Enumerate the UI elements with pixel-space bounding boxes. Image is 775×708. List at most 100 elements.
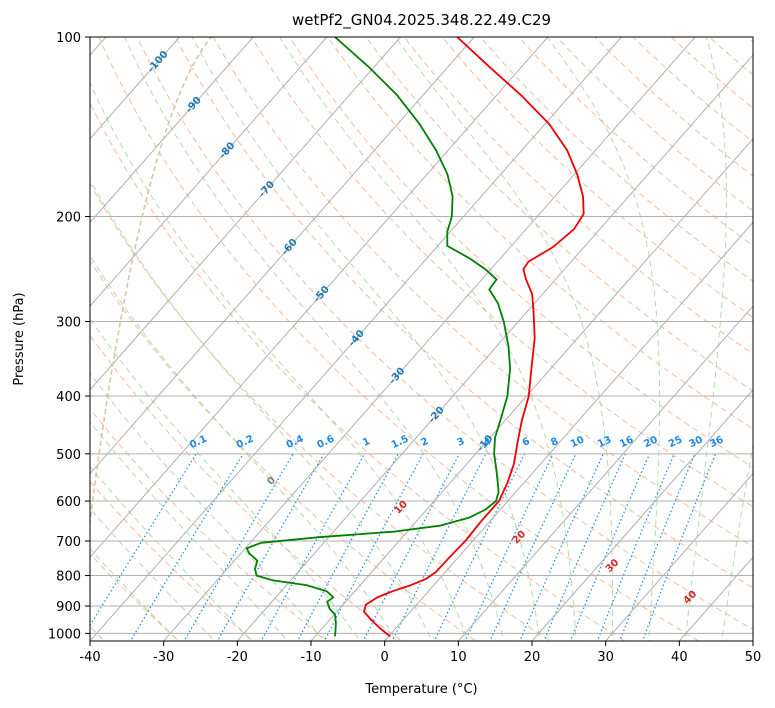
temperature-line <box>363 37 585 638</box>
isotherm-line <box>90 37 180 140</box>
x-tick-label: 40 <box>671 650 688 665</box>
moist-adiabat <box>191 37 541 641</box>
mixing-ratio-line <box>296 453 399 641</box>
mixing-ratio-line <box>619 453 696 641</box>
x-tick-label: 20 <box>524 650 541 665</box>
mixing-ratio-line <box>216 453 325 641</box>
dry-adiabat <box>517 37 753 247</box>
dry-adiabat <box>136 37 753 631</box>
mixing-ratio-line <box>596 453 675 641</box>
moist-adiabat <box>90 465 252 641</box>
moist-adiabat <box>90 318 361 641</box>
dry-adiabat <box>90 259 477 641</box>
dry-adiabat <box>90 334 403 641</box>
dry-adiabat <box>327 37 753 430</box>
x-tick-label: 50 <box>745 650 762 665</box>
isotherm-line <box>531 389 753 641</box>
plot-frame <box>89 36 754 642</box>
chart-title: wetPf2_GN04.2025.348.22.49.C29 <box>292 11 551 30</box>
x-tick-label: -30 <box>153 650 174 665</box>
mixing-ratio-label: 4 <box>482 436 493 449</box>
moist-adiabats <box>90 37 753 641</box>
moist-adiabat <box>279 37 577 641</box>
mixing-ratio-lines <box>90 453 717 641</box>
outer-dashed-curve <box>90 37 213 528</box>
x-tick-label: 0 <box>381 650 389 665</box>
axis-ticks: -40 -30 -20 -10 0 10 20 30 40 50 100 200 300 400 500 60… <box>48 31 761 665</box>
isotherm-line <box>384 221 753 641</box>
moist-adiabat <box>124 37 505 641</box>
mixing-ratio-line <box>260 453 366 641</box>
dry-adiabat <box>212 37 753 548</box>
isotherm-line <box>163 37 696 641</box>
isotherm-line <box>310 137 753 641</box>
y-tick-label: 500 <box>56 448 81 463</box>
y-tick-label: 400 <box>56 390 81 405</box>
mixing-ratio-label: 2 <box>419 436 430 449</box>
moist-adiabat <box>721 442 753 641</box>
y-tick-label: 300 <box>56 316 81 331</box>
dry-adiabat <box>289 37 753 469</box>
y-tick-label: 1000 <box>48 627 81 642</box>
mixing-ratio-label: 1 <box>361 436 372 449</box>
mixing-ratio-line <box>323 453 424 641</box>
moist-adiabat <box>90 421 289 641</box>
dewpoint-series <box>245 37 511 637</box>
isotherm-line <box>90 37 549 559</box>
x-tick-label: -10 <box>300 650 321 665</box>
x-tick-label: 30 <box>597 650 614 665</box>
x-tick-label: -40 <box>79 650 100 665</box>
moist-adiabat <box>684 37 727 641</box>
moist-adiabat <box>90 81 469 641</box>
y-tick-label: 100 <box>56 31 81 46</box>
mixing-ratio-label: 13 <box>596 434 613 450</box>
isotherm-line <box>605 472 753 641</box>
moist-adiabat <box>546 37 661 641</box>
mixing-ratio-label: 20 <box>642 434 659 450</box>
mixing-ratio-label: 10 <box>569 434 586 450</box>
moist-adiabat <box>90 254 397 641</box>
profiles <box>245 37 585 638</box>
mixing-ratio-label: 3 <box>455 436 466 449</box>
y-tick-label: 900 <box>56 600 81 615</box>
y-tick-label: 700 <box>56 535 81 550</box>
x-tick-label: 10 <box>450 650 467 665</box>
y-tick-label: 200 <box>56 211 81 226</box>
dry-adiabat <box>479 37 753 282</box>
dry-adiabat <box>90 480 254 641</box>
y-axis-label: Pressure (hPa) <box>12 292 27 385</box>
mixing-ratio-label: 30 <box>687 434 704 450</box>
mixing-ratio-line <box>543 453 626 641</box>
dry-adiabat <box>556 37 753 212</box>
y-tick-label: 800 <box>56 570 81 585</box>
isotherm-line <box>90 37 401 391</box>
isotherm-line <box>457 305 753 641</box>
mixing-ratio-line <box>183 453 294 641</box>
dry-adiabat <box>174 37 753 589</box>
mixing-ratio-line <box>90 453 197 627</box>
y-tick-label: 600 <box>56 495 81 510</box>
mixing-ratio-line <box>519 453 604 641</box>
x-axis-label: Temperature (°C) <box>364 682 477 697</box>
dry-adiabat <box>365 37 753 392</box>
mixing-ratio-line <box>489 453 577 641</box>
mixing-ratio-label: 25 <box>667 434 684 450</box>
outer-curve <box>90 37 213 528</box>
isotherm-line <box>90 37 475 475</box>
isotherm-line <box>90 37 622 641</box>
mixing-ratio-label: 16 <box>618 434 635 450</box>
isotherm-line <box>90 37 328 307</box>
moist-adiabat <box>90 372 325 641</box>
isotherm-line <box>236 54 753 641</box>
mixing-ratio-line <box>464 453 554 641</box>
moist-adiabat <box>394 37 613 641</box>
mixing-ratio-label: 8 <box>549 436 560 449</box>
mixing-ratio-label: 36 <box>708 434 725 450</box>
dry-adiabat <box>90 101 626 641</box>
x-tick-label: -20 <box>227 650 248 665</box>
moist-adiabat <box>90 178 433 641</box>
mixing-ratio-label: 6 <box>521 436 532 449</box>
dry-adiabat <box>250 37 753 508</box>
mixing-ratio-line <box>129 453 244 641</box>
